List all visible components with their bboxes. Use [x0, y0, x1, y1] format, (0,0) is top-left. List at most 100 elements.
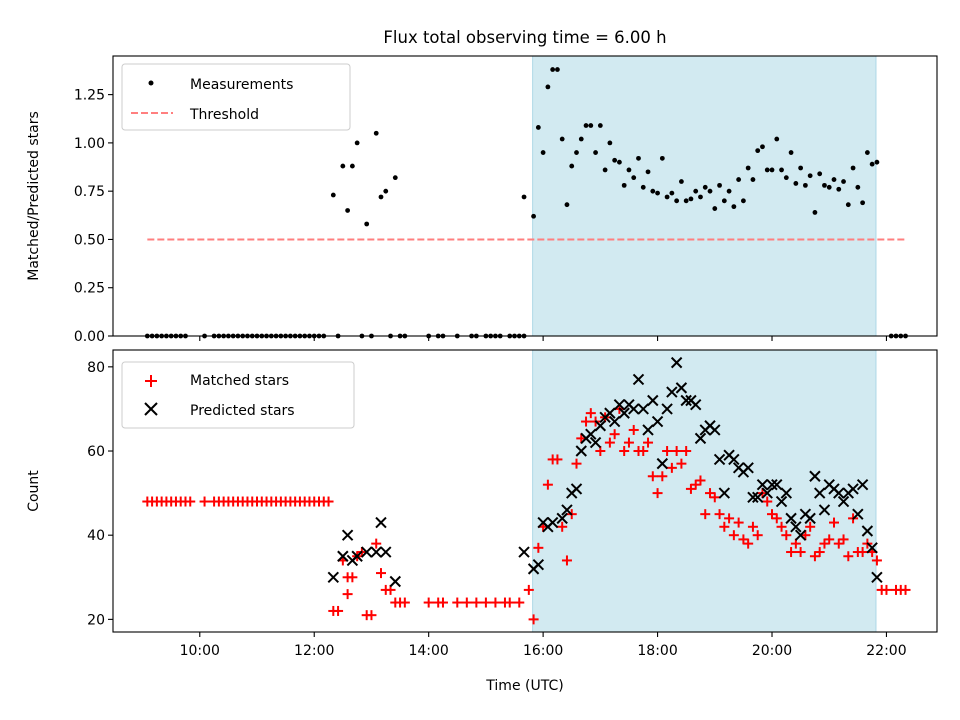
matched-star-point [490, 597, 501, 608]
measurement-point [822, 182, 827, 188]
predicted-star-point [756, 478, 769, 491]
measurement-point [855, 184, 861, 190]
matched-star-point [795, 547, 806, 558]
predicted-star-point [532, 558, 545, 571]
matched-star-point [619, 446, 630, 457]
x-tick-label: 16:00 [523, 643, 563, 659]
measurement-point [760, 144, 765, 150]
measurement-point [531, 213, 536, 219]
y-tick-label: 1.00 [74, 136, 105, 152]
matched-star-point [585, 408, 596, 419]
matched-star-point [762, 496, 773, 507]
predicted-star-point [780, 487, 793, 499]
predicted-star-point [570, 483, 583, 495]
matched-star-point [461, 597, 472, 608]
measurement-points [144, 67, 908, 339]
predicted-star-point [709, 424, 721, 436]
measurement-point [364, 221, 370, 227]
predicted-star-point [647, 394, 659, 407]
matched-star-point [480, 597, 491, 608]
predicted-legend-marker [144, 402, 158, 416]
matched-star-point [628, 424, 639, 435]
matched-star-point [437, 597, 448, 608]
predicted-star-point [675, 382, 688, 394]
predicted-star-point [546, 516, 559, 529]
predicted-star-point [790, 521, 802, 533]
y-tick-label: 0.75 [74, 184, 105, 200]
bottom-panel-frame [112, 349, 938, 633]
predicted-star-point [628, 403, 640, 415]
measurement-point [721, 198, 727, 204]
measurement-point [588, 123, 594, 128]
predicted-star-point [856, 478, 869, 491]
matched-star-point [333, 605, 344, 616]
predicted-star-point [604, 407, 616, 419]
predicted-star-point [718, 487, 731, 499]
y-tick-label: 20 [87, 612, 105, 628]
predicted-star-point [751, 491, 764, 504]
measurement-point [679, 179, 684, 184]
measurement-point [826, 184, 832, 190]
measurement-point [764, 167, 770, 173]
matched-star-point [342, 589, 353, 600]
predicted-star-point [642, 424, 654, 436]
measurement-point [788, 150, 794, 155]
matched-star-point [776, 521, 787, 532]
measurements-legend-label: Measurements [190, 77, 293, 93]
measurement-point [621, 182, 627, 188]
measurement-point [626, 167, 632, 173]
matched-star-point [752, 530, 763, 541]
measurement-point [841, 179, 846, 184]
measurement-point [750, 177, 756, 182]
measurement-point [373, 130, 379, 136]
measurement-point [740, 198, 746, 204]
matched-star-point [843, 551, 854, 562]
measurement-point [717, 182, 722, 188]
predicted-star-point [651, 415, 664, 428]
predicted-star-point [680, 394, 692, 407]
predicted-star-point [341, 529, 354, 541]
matched-star-point [604, 437, 615, 448]
measurement-point [354, 140, 360, 146]
matched-star-point [504, 597, 515, 608]
matched-star-point [471, 597, 482, 608]
matched-star-point [514, 597, 525, 608]
measurement-point [569, 163, 575, 169]
matched-star-point [638, 446, 649, 457]
measurement-point [555, 67, 560, 72]
x-tick-label: 20:00 [752, 643, 792, 659]
predicted-star-point [618, 407, 630, 419]
matched-star-point [452, 597, 463, 608]
predicted-star-point [656, 457, 669, 470]
matched-star-point [576, 433, 587, 444]
matched-star-point [552, 454, 563, 465]
predicted-star-point [637, 403, 649, 415]
measurement-point [688, 196, 694, 202]
measurement-point [378, 194, 384, 200]
measurement-point [602, 167, 608, 173]
matched-star-point [814, 547, 825, 558]
measurement-point [617, 159, 622, 165]
predicted-star-point [575, 445, 587, 457]
predicted-star-point [389, 575, 402, 588]
measurement-point [550, 67, 556, 72]
matched-star-point [805, 521, 816, 532]
matched-star-point [666, 462, 677, 473]
matched-star-point [871, 555, 882, 566]
matched-star-point [623, 437, 634, 448]
matched-star-point [829, 517, 839, 528]
measurement-point [645, 169, 651, 175]
measurement-point [769, 167, 775, 173]
matched-star-point [423, 597, 434, 608]
x-tick-label: 18:00 [637, 643, 677, 659]
matched-star-point [824, 534, 835, 545]
measurement-point [831, 177, 837, 182]
matched-star-point [781, 530, 792, 541]
measurement-point [340, 163, 346, 169]
measurement-point [640, 184, 646, 190]
matched-star-point [676, 458, 687, 469]
measurement-point [578, 136, 584, 142]
measurement-point [807, 173, 813, 179]
measurement-point [583, 123, 589, 128]
